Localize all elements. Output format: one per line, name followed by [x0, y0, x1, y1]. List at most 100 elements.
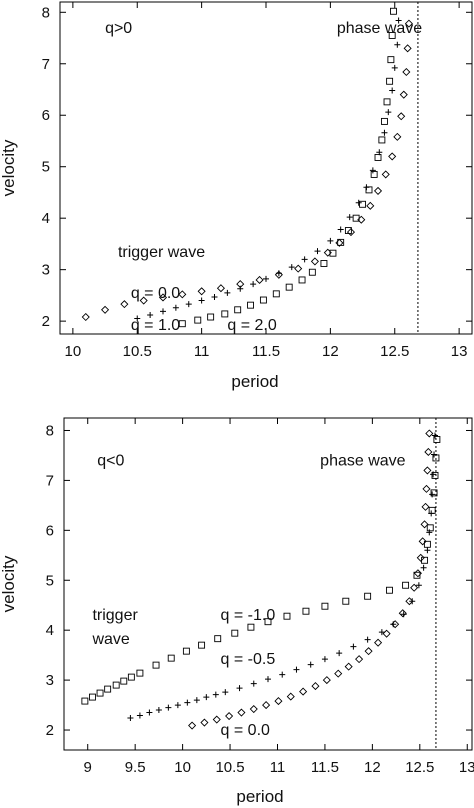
data-point-square [381, 117, 388, 125]
data-point-plus [346, 214, 353, 221]
data-point-plus [391, 64, 398, 71]
data-point-square [374, 153, 382, 161]
data-point-square [136, 669, 144, 677]
data-point-diamond [197, 287, 206, 296]
data-point-diamond [397, 112, 406, 121]
data-point-diamond [424, 447, 433, 456]
data-point-diamond [262, 701, 271, 710]
data-point-square [428, 506, 436, 514]
data-point-square [308, 268, 316, 276]
data-point-square [426, 524, 434, 532]
data-point-plus [212, 691, 219, 698]
data-point-plus [431, 432, 438, 439]
data-point-plus [394, 41, 401, 48]
data-point-plus [307, 661, 314, 668]
data-point-diamond [335, 238, 344, 247]
data-point-plus [301, 256, 308, 263]
data-point-plus [203, 694, 210, 701]
data-point-square [430, 489, 438, 497]
data-point-plus [428, 510, 435, 517]
data-point-plus [426, 529, 433, 536]
data-point-plus [146, 709, 153, 716]
data-point-diamond [139, 296, 148, 305]
data-point-diamond [416, 553, 425, 562]
data-point-plus [127, 715, 134, 722]
data-point-diamond [346, 228, 356, 237]
data-point-square [433, 436, 441, 443]
data-point-plus [431, 451, 438, 458]
data-point-plus [288, 264, 295, 271]
x-tick-label: 9.5 [125, 759, 146, 776]
data-point-diamond [373, 186, 383, 195]
data-point-diamond [391, 620, 400, 629]
data-point-square [320, 260, 328, 267]
data-point-diamond [422, 484, 431, 493]
data-point-square [221, 310, 229, 318]
annotation-label: q>0 [105, 20, 132, 37]
chart-top-q-positive: velocity period 10 10.5 11 11.5 12 12.5 13 2 3 4 5… [0, 1, 473, 391]
data-marks [81, 418, 441, 750]
data-point-square [421, 556, 429, 564]
annotation-label: q = 0.0 [221, 722, 270, 739]
annotation-label: q = 1.0 [131, 317, 180, 334]
data-point-diamond [399, 90, 408, 99]
x-tick-label: 12 [322, 343, 339, 360]
data-point-square [194, 316, 202, 324]
annotation-label: q = 2.0 [227, 317, 276, 334]
data-point-square [302, 607, 310, 615]
data-point-diamond [120, 300, 129, 309]
x-tick-label: 9 [84, 759, 92, 776]
y-tick-label: 5 [46, 572, 54, 589]
annotation-label: phase wave [337, 20, 422, 37]
axis-ticks: 9 9.5 10 10.5 11 11.5 12 12.5 13 2 3 4 5 6 7 8 [46, 418, 474, 776]
data-point-plus [250, 281, 257, 288]
annotations: q<0 phase wave trigger wave q = -1.0 q = -0.5… [91, 452, 405, 739]
data-point-square [167, 654, 175, 662]
y-tick-label: 8 [42, 4, 50, 21]
data-point-diamond [274, 697, 283, 706]
annotations: q>0 phase wave trigger wave q = 0.0 q = 1.0 q… [105, 20, 422, 334]
data-point-plus [420, 564, 427, 571]
data-point-square [214, 635, 222, 643]
y-tick-label: 2 [46, 722, 54, 739]
data-point-square [231, 629, 239, 637]
data-point-diamond [236, 280, 245, 289]
data-marks [81, 2, 419, 334]
data-point-square [234, 306, 242, 314]
y-axis-label: velocity [0, 139, 18, 196]
data-point-diamond [410, 583, 419, 592]
data-point-square [96, 689, 104, 697]
data-point-square [81, 697, 89, 705]
data-point-plus [369, 167, 376, 174]
data-point-diamond [355, 655, 364, 664]
annotation-label: wave [91, 631, 129, 648]
data-point-plus [385, 109, 392, 116]
data-point-square [207, 313, 215, 321]
x-tick-label: 10 [65, 343, 82, 360]
y-axis-label: velocity [0, 555, 18, 612]
data-point-plus [376, 149, 383, 156]
data-point-square [285, 283, 293, 291]
data-point-diamond [425, 429, 434, 438]
data-point-plus [165, 704, 172, 711]
data-point-diamond [382, 629, 391, 638]
x-tick-label: 11.5 [252, 343, 280, 360]
data-point-square [178, 320, 186, 328]
data-point-plus [400, 611, 407, 618]
data-point-diamond [188, 721, 197, 730]
data-point-diamond [418, 537, 427, 546]
data-point-diamond [374, 638, 383, 647]
annotation-label: trigger wave [118, 244, 205, 261]
data-point-square [383, 98, 391, 106]
data-point-plus [424, 547, 431, 554]
y-tick-label: 3 [46, 672, 54, 689]
annotation-label: trigger [92, 607, 138, 624]
data-point-square [152, 661, 160, 669]
data-point-square [370, 170, 378, 178]
data-point-square [342, 597, 350, 605]
x-tick-label: 12.5 [405, 759, 434, 776]
data-point-plus [136, 712, 143, 719]
data-point-plus [134, 315, 141, 322]
data-point-square [329, 249, 337, 257]
